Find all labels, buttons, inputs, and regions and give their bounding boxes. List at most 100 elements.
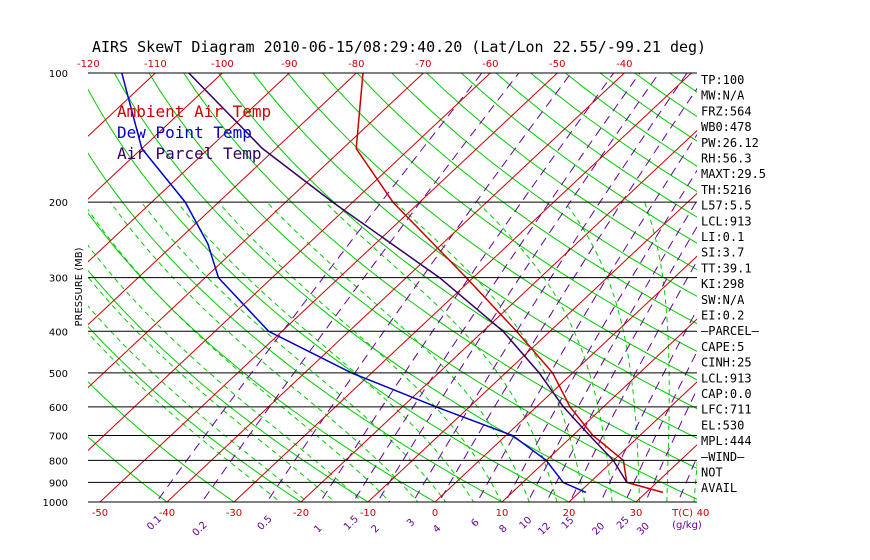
moist-adiabat-line <box>564 201 640 502</box>
moist-adiabat-line <box>693 459 697 502</box>
mixing-ratio-line <box>677 455 697 502</box>
moist-adiabat-line <box>476 201 613 502</box>
dry-adiabat-line <box>88 152 504 502</box>
top-temp-tick-label: -50 <box>549 59 565 70</box>
mixing-ratio-line <box>438 87 697 502</box>
isotherm-line <box>88 73 357 326</box>
mixing-ratio-label: 0.5 <box>256 514 275 533</box>
chart-legend: Ambient Air Temp Dew Point Temp Air Parc… <box>117 102 271 163</box>
moist-adiabat-line <box>88 276 336 502</box>
profile-line <box>188 73 628 483</box>
bottom-temp-tick-label: -20 <box>293 508 309 519</box>
bottom-temp-tick-label: 30 <box>630 508 643 519</box>
stability-index-item: FRZ:564 <box>701 104 752 118</box>
mixing-ratio-line <box>266 73 572 502</box>
pressure-tick-label: 700 <box>49 432 68 443</box>
top-temp-tick-label: -40 <box>616 59 632 70</box>
bottom-temp-tick-label: 40 <box>697 508 710 519</box>
bottom-temp-tick-label: 20 <box>563 508 576 519</box>
stability-index-item: MAXT:29.5 <box>701 167 766 181</box>
chart-title: AIRS SkewT Diagram 2010-06-15/08:29:40.2… <box>92 38 706 56</box>
y-axis-label: PRESSURE (MB) <box>74 247 85 326</box>
dry-adiabat-line <box>391 73 697 297</box>
mixing-ratio-label: 30 <box>635 521 652 538</box>
moist-adiabat-line <box>88 305 309 502</box>
moist-adiabat-line <box>88 208 391 502</box>
pressure-tick-label: 800 <box>49 456 68 467</box>
dry-adiabat-line <box>88 88 571 502</box>
dry-adiabat-line <box>808 73 870 511</box>
isotherm-line <box>0 73 21 511</box>
stability-index-item: MPL:444 <box>701 434 752 448</box>
top-temp-tick-label: -90 <box>281 59 297 70</box>
dry-adiabat-line <box>88 325 302 502</box>
mixing-ratio-line <box>412 73 688 502</box>
mixing-ratio-line <box>569 260 697 502</box>
stability-index-item: KI:298 <box>701 277 744 291</box>
mixing-ratio-line <box>352 73 641 502</box>
mixing-ratio-label: 6 <box>469 517 481 529</box>
mixing-ratio-line <box>600 308 697 502</box>
moist-adiabat-line <box>109 201 419 502</box>
pressure-tick-label: 900 <box>49 478 68 489</box>
isotherms <box>0 73 870 511</box>
pressure-tick-label: 600 <box>49 403 68 414</box>
isotherm-line <box>88 73 491 452</box>
moist-adiabat-line <box>644 201 670 502</box>
dry-adiabat-line <box>843 73 870 511</box>
bottom-temp-tick-label: 10 <box>496 508 509 519</box>
mixing-ratio-line <box>319 73 615 502</box>
moist-adiabats <box>88 201 697 502</box>
stability-index-item: RH:56.3 <box>701 152 752 166</box>
isotherm-line <box>99 73 558 502</box>
mixing-ratio-line <box>545 225 697 502</box>
bottom-temp-tick-label: -30 <box>226 508 242 519</box>
bottom-temp-tick-label: -10 <box>360 508 376 519</box>
dry-adiabats <box>88 73 870 511</box>
mixing-ratio-label: 1.5 <box>342 514 361 533</box>
stability-index-item: TH:5216 <box>701 183 752 197</box>
mixing-ratio-label: 20 <box>590 521 607 538</box>
profile-line <box>121 73 587 494</box>
dry-adiabat-line <box>252 73 697 410</box>
isotherm-line <box>434 255 697 502</box>
mixing-ratio-line <box>527 199 697 502</box>
stability-index-item: —PARCEL— <box>701 324 760 338</box>
isotherm-line <box>760 73 870 511</box>
isotherm-line <box>367 192 697 502</box>
stability-index-item: CAP:0.0 <box>701 387 752 401</box>
legend-dewpoint: Dew Point Temp <box>117 123 252 142</box>
isotherm-line <box>300 129 697 502</box>
stability-index-item: EI:0.2 <box>701 309 744 323</box>
moist-adiabat-line <box>266 201 530 502</box>
pressure-tick-label: 100 <box>49 69 68 80</box>
dry-adiabat-line <box>426 73 697 271</box>
pressure-tick-label: 200 <box>49 198 68 209</box>
dry-adiabat-line <box>774 73 870 511</box>
moist-adiabat-line <box>217 201 502 502</box>
mixing-ratio-line <box>624 350 697 502</box>
mixing-ratio-line <box>644 388 697 502</box>
dry-adiabat-line <box>287 73 697 381</box>
pressure-tick-label: 300 <box>49 274 68 285</box>
dry-adiabat-line <box>88 381 235 502</box>
moist-adiabat-line <box>324 201 558 502</box>
stability-index-item: MW:N/A <box>701 89 745 103</box>
stability-index-item: LFC:711 <box>701 403 752 417</box>
mixing-ratio-label: 3 <box>405 517 417 529</box>
legend-ambient: Ambient Air Temp <box>117 102 271 121</box>
stability-index-item: L57:5.5 <box>701 199 752 213</box>
pressure-tick-label: 400 <box>49 327 68 338</box>
mixing-ratio-line <box>201 73 520 502</box>
top-temp-tick-label: -110 <box>144 59 167 70</box>
bottom-temp-tick-label: -40 <box>159 508 175 519</box>
moist-adiabat-line <box>88 244 364 502</box>
mixing-ratio-label: 12 <box>536 521 553 538</box>
bottom-temp-tick-label: 0 <box>432 508 438 519</box>
stability-index-item: CINH:25 <box>701 356 752 370</box>
isotherm-line <box>88 73 223 200</box>
pressure-tick-label: 1000 <box>43 498 68 509</box>
